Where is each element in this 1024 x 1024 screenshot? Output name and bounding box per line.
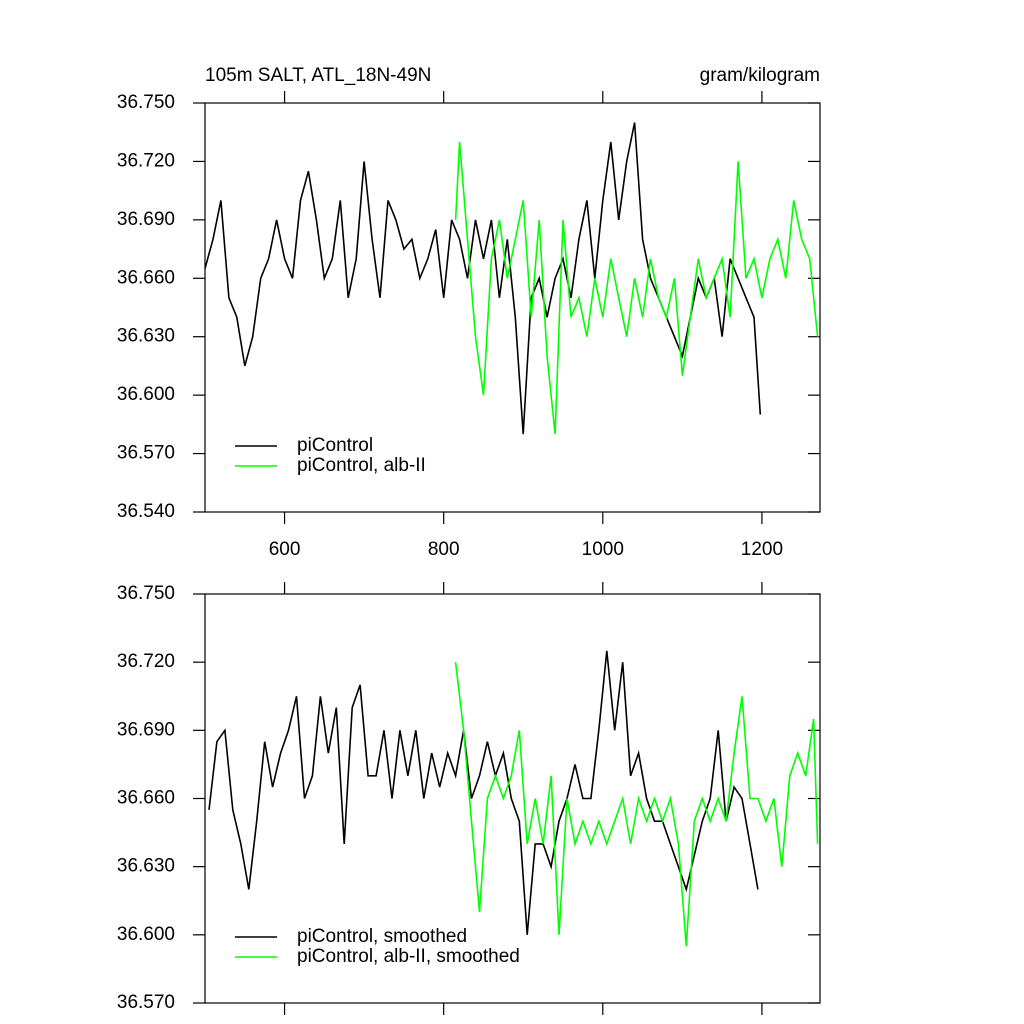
y-tick-label: 36.750 [117, 583, 175, 604]
chart-units: gram/kilogram [700, 65, 820, 86]
plot-frame [204, 102, 821, 513]
y-tick-label: 36.690 [117, 719, 175, 740]
series-line [208, 650, 759, 935]
y-tick-label: 36.750 [117, 92, 175, 113]
y-tick-label: 36.630 [117, 856, 175, 877]
y-tick-label: 36.660 [117, 267, 175, 288]
series-line [454, 141, 819, 435]
y-tick-label: 36.720 [117, 150, 175, 171]
x-tick-label: 1000 [582, 539, 624, 560]
x-tick-label: 800 [428, 539, 460, 560]
series-line [204, 122, 762, 435]
y-tick-label: 36.570 [117, 992, 175, 1013]
legend-label: piControl [297, 435, 373, 456]
legend-label: piControl, alb-II, smoothed [297, 946, 520, 967]
y-tick-label: 36.600 [117, 384, 175, 405]
y-tick-label: 36.690 [117, 209, 175, 230]
x-tick-label: 1200 [741, 539, 783, 560]
legend-label: piControl, smoothed [297, 926, 467, 947]
x-tick-label: 600 [269, 539, 301, 560]
series-line [454, 662, 819, 947]
y-tick-label: 36.540 [117, 501, 175, 522]
y-tick-label: 36.570 [117, 443, 175, 464]
y-tick-label: 36.600 [117, 924, 175, 945]
chart-title: 105m SALT, ATL_18N-49N [205, 65, 431, 86]
plot-frame [204, 593, 821, 1004]
y-tick-label: 36.720 [117, 651, 175, 672]
y-tick-label: 36.660 [117, 788, 175, 809]
legend-label: piControl, alb-II [297, 455, 426, 476]
y-tick-label: 36.630 [117, 326, 175, 347]
